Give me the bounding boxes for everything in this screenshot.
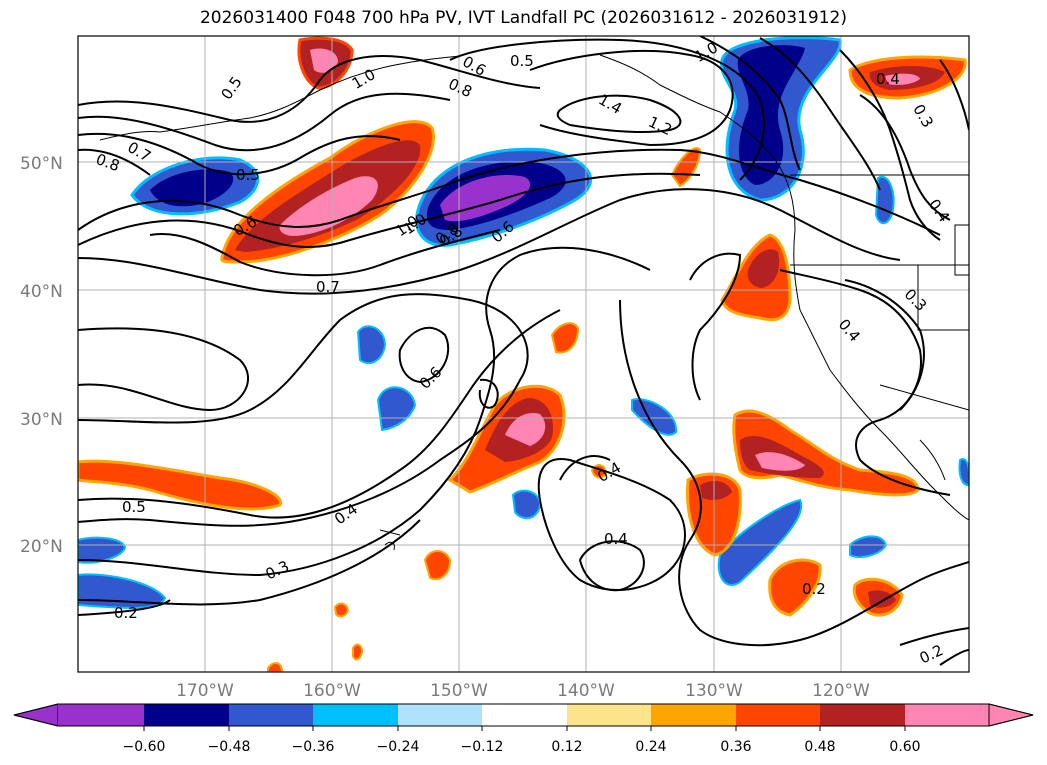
clabel-10: 0.5 <box>510 52 534 70</box>
lon-label-120w: 120°W <box>812 681 870 701</box>
clabel-20: 0.6 <box>416 363 446 393</box>
clabel-31: 0.4 <box>604 530 628 548</box>
colorbar-extend-right <box>988 703 1034 727</box>
shade-blue-small-2 <box>376 386 417 432</box>
colorbar-seg-0 <box>58 704 144 726</box>
lat-label-50: 50°N <box>20 154 63 174</box>
colorbar-seg-9 <box>820 704 905 726</box>
shade-red-se-1 <box>700 480 732 500</box>
lon-label-160w: 160°W <box>303 681 361 701</box>
clabel-12: 1.4 <box>595 90 625 118</box>
cb-tick-2: −0.36 <box>292 739 335 755</box>
clabel-23: 0.4 <box>925 196 953 226</box>
clabel-24: 0.5 <box>122 498 146 516</box>
shade-orange-sw <box>78 459 282 511</box>
colorbar-extend-left <box>13 703 59 727</box>
shade-blue-small-5 <box>717 498 803 586</box>
clabel-14: 0.4 <box>876 70 900 88</box>
cb-tick-6: 0.24 <box>635 739 666 755</box>
shade-blue-sw-1 <box>78 536 127 564</box>
colorbar-seg-6 <box>567 704 651 726</box>
clabel-9: 0.6 <box>459 52 489 80</box>
shade-blue-small-1 <box>356 325 387 365</box>
colorbar-seg-5 <box>482 704 567 726</box>
clabel-28: 0.4 <box>594 458 624 486</box>
shade-orange-small-1 <box>670 147 702 188</box>
map-frame <box>77 35 970 673</box>
lon-label-170w: 170°W <box>176 681 234 701</box>
clabel-15: 0.3 <box>909 101 937 131</box>
shade-orange-small-2 <box>550 322 580 354</box>
colorbar-seg-10 <box>905 704 989 726</box>
clabel-0: 0.5 <box>217 73 245 103</box>
shade-blue-se <box>958 458 969 487</box>
colorbar-seg-4 <box>398 704 482 726</box>
clabel-16: 0.7 <box>316 278 340 296</box>
cb-tick-7: 0.36 <box>720 739 751 755</box>
shade-orange-small-6 <box>352 643 364 661</box>
shade-pink-north <box>310 48 338 73</box>
colorbar-seg-1 <box>144 704 229 726</box>
clabel-29: 0.2 <box>802 580 826 598</box>
lon-label-150w: 150°W <box>430 681 488 701</box>
clabel-26: 0.3 <box>263 557 292 583</box>
shade-orange-small-4 <box>423 550 452 580</box>
lat-label-40: 40°N <box>20 282 63 302</box>
shade-orange-small-5 <box>333 602 350 618</box>
shade-orange-se-2 <box>768 558 822 617</box>
latitude-labels: 50°N 40°N 30°N 20°N <box>20 154 63 557</box>
contours <box>78 36 969 666</box>
shade-blue-small-4 <box>511 489 542 520</box>
lon-label-140w: 140°W <box>557 681 615 701</box>
shade-pink-mid <box>505 412 546 446</box>
gridlines <box>78 36 969 672</box>
colorbar-outline <box>13 703 1034 727</box>
shade-red-se-3 <box>868 590 896 608</box>
cb-tick-5: 0.12 <box>551 739 582 755</box>
shade-blue-coast <box>874 175 895 225</box>
shade-blue-small-6 <box>849 535 888 558</box>
lon-label-130w: 130°W <box>685 681 743 701</box>
shade-blue-small-3 <box>631 398 678 436</box>
clabel-27: 0.2 <box>114 604 138 622</box>
shade-pink-band-east <box>755 452 805 471</box>
shade-red-coast <box>747 249 780 288</box>
plot-title: 2026031400 F048 700 hPa PV, IVT Landfall… <box>199 8 847 28</box>
longitude-labels: 170°W 160°W 150°W 140°W 130°W 120°W <box>176 681 870 701</box>
clabel-22: 0.4 <box>835 315 864 345</box>
colorbar-seg-8 <box>736 704 820 726</box>
cb-tick-4: −0.12 <box>461 739 504 755</box>
colorbar-seg-7 <box>651 704 736 726</box>
colorbar-seg-2 <box>229 704 313 726</box>
clabel-8: 0.8 <box>446 75 475 101</box>
shade-pink-west <box>279 176 378 236</box>
clabel-2: 0.8 <box>94 150 123 175</box>
cb-tick-8: 0.48 <box>804 739 835 755</box>
shaded-field <box>78 36 969 672</box>
cb-tick-3: −0.24 <box>377 739 420 755</box>
colorbar-seg-3 <box>313 704 398 726</box>
shade-navy-east <box>737 45 805 185</box>
shade-orange-small-7 <box>267 662 284 672</box>
shade-pink-ne <box>885 73 920 85</box>
lat-label-30: 30°N <box>20 410 63 430</box>
cb-tick-9: 0.60 <box>889 739 920 755</box>
lat-label-20: 20°N <box>20 537 63 557</box>
coastlines <box>99 54 969 551</box>
cb-tick-1: −0.48 <box>208 739 251 755</box>
clabel-5: 0.5 <box>236 166 260 184</box>
cb-tick-0: −0.60 <box>123 739 166 755</box>
colorbar: −0.60 −0.48 −0.36 −0.24 −0.12 0.12 0.24 … <box>13 703 1034 755</box>
shade-navy-west <box>150 169 234 207</box>
clabel-13: 1.2 <box>646 113 675 139</box>
